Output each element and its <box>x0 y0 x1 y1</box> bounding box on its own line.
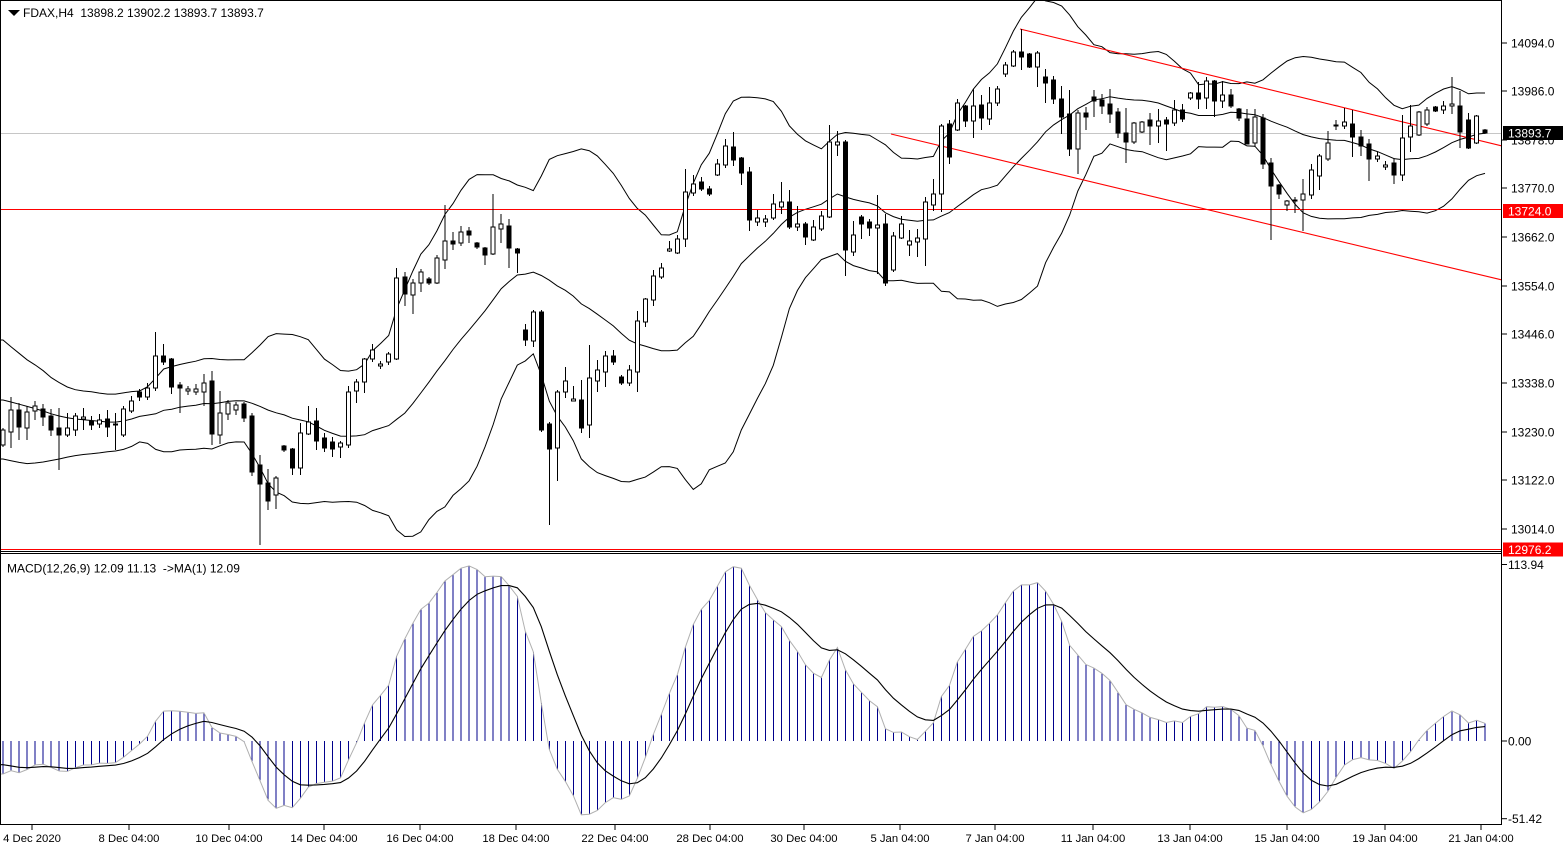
svg-text:113.94: 113.94 <box>1508 558 1544 572</box>
svg-text:13230.0: 13230.0 <box>1511 426 1555 440</box>
svg-text:0.00: 0.00 <box>1508 735 1532 749</box>
svg-text:21 Jan 04:00: 21 Jan 04:00 <box>1448 833 1513 845</box>
svg-text:5 Jan 04:00: 5 Jan 04:00 <box>870 833 929 845</box>
svg-text:13662.0: 13662.0 <box>1511 231 1555 245</box>
svg-text:13724.0: 13724.0 <box>1508 205 1552 219</box>
svg-text:13986.0: 13986.0 <box>1511 85 1555 99</box>
svg-text:11 Jan 04:00: 11 Jan 04:00 <box>1061 833 1126 845</box>
svg-text:16 Dec 04:00: 16 Dec 04:00 <box>386 833 453 845</box>
svg-text:FDAX,H4 13898.2 13902.2 13893: FDAX,H4 13898.2 13902.2 13893.7 13893.7 <box>23 6 264 20</box>
svg-text:14 Dec 04:00: 14 Dec 04:00 <box>290 833 357 845</box>
svg-text:13 Jan 04:00: 13 Jan 04:00 <box>1157 833 1222 845</box>
svg-text:4 Dec 2020: 4 Dec 2020 <box>3 833 61 845</box>
svg-text:13446.0: 13446.0 <box>1511 328 1555 342</box>
svg-text:7 Jan 04:00: 7 Jan 04:00 <box>965 833 1024 845</box>
svg-text:13014.0: 13014.0 <box>1511 523 1555 537</box>
svg-text:13893.7: 13893.7 <box>1508 127 1552 141</box>
svg-text:13122.0: 13122.0 <box>1511 474 1555 488</box>
svg-text:12976.2: 12976.2 <box>1508 543 1552 557</box>
svg-text:22 Dec 04:00: 22 Dec 04:00 <box>581 833 648 845</box>
svg-text:13554.0: 13554.0 <box>1511 280 1555 294</box>
svg-text:MACD(12,26,9) 12.09 11.13 ->M: MACD(12,26,9) 12.09 11.13 ->MA(1) 12.09 <box>7 562 240 576</box>
svg-text:14094.0: 14094.0 <box>1511 37 1555 51</box>
svg-text:-51.42: -51.42 <box>1508 812 1542 826</box>
svg-text:13770.0: 13770.0 <box>1511 182 1555 196</box>
svg-text:10 Dec 04:00: 10 Dec 04:00 <box>195 833 262 845</box>
svg-text:19 Jan 04:00: 19 Jan 04:00 <box>1352 833 1417 845</box>
svg-text:8 Dec 04:00: 8 Dec 04:00 <box>99 833 160 845</box>
svg-text:18 Dec 04:00: 18 Dec 04:00 <box>482 833 549 845</box>
svg-text:28 Dec 04:00: 28 Dec 04:00 <box>676 833 743 845</box>
svg-text:15 Jan 04:00: 15 Jan 04:00 <box>1254 833 1319 845</box>
svg-text:13338.0: 13338.0 <box>1511 377 1555 391</box>
svg-text:30 Dec 04:00: 30 Dec 04:00 <box>770 833 837 845</box>
